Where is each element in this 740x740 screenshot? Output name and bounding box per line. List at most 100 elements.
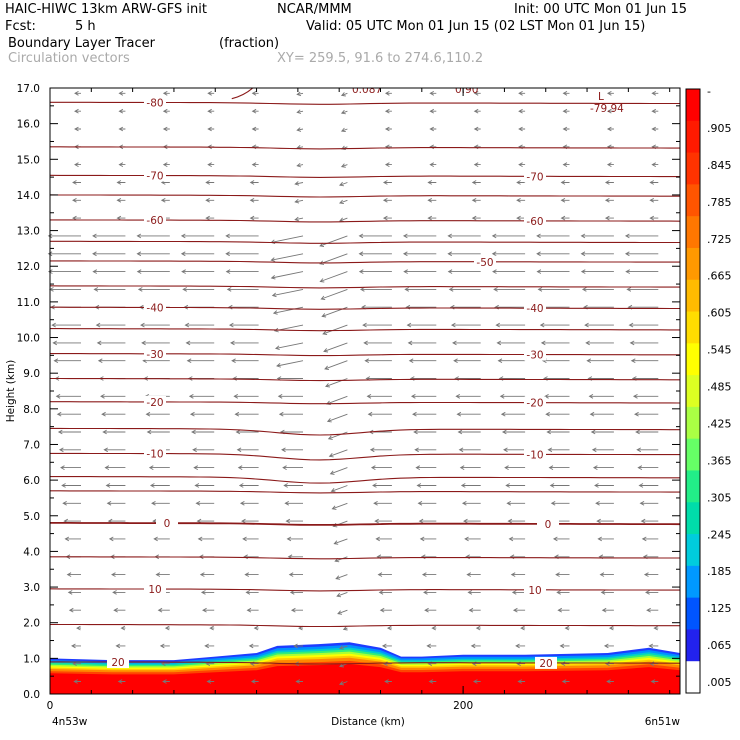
valid-time: Valid: 05 UTC Mon 01 Jun 15 (02 LST Mon … (306, 19, 646, 34)
vector-arrow (271, 288, 304, 298)
colorbar-label: .845 (707, 159, 732, 172)
vector-arrow (518, 162, 526, 167)
vector-arrow (325, 378, 348, 388)
vector-arrow (236, 447, 259, 453)
contour-label: -70 (146, 171, 163, 183)
vector-arrow (272, 306, 304, 315)
xy-coordinates: XY= 259.5, 91.6 to 274.6,110.2 (277, 51, 484, 66)
vector-arrow (560, 215, 570, 221)
vector-arrow (239, 501, 259, 506)
vector-arrow (491, 251, 526, 257)
vector-arrow (162, 108, 170, 114)
vector-arrow (115, 643, 126, 649)
vector-arrow (331, 502, 348, 510)
vector-arrow (359, 287, 392, 292)
vector-arrow (62, 501, 81, 506)
contour-label-bg (524, 583, 546, 596)
colorbar-label: - (707, 85, 711, 98)
vector-arrow (416, 483, 437, 488)
vector-arrow (204, 643, 215, 649)
vector-arrow (608, 625, 614, 631)
isotherm (50, 427, 680, 436)
vector-arrow (339, 199, 348, 205)
vector-arrow (473, 126, 481, 132)
vector-arrow (97, 358, 126, 363)
vector-arrow (67, 590, 81, 595)
contour-label: 0 (164, 518, 171, 530)
vector-arrow (468, 607, 481, 613)
vectors-label: Circulation vectors (8, 51, 130, 66)
colorbar-swatch (686, 311, 700, 344)
vector-arrow (473, 91, 481, 96)
vector-arrow (342, 626, 348, 631)
vector-arrow (625, 269, 659, 274)
vector-arrow (326, 413, 348, 423)
vector-arrow (340, 163, 348, 168)
vector-arrow (159, 643, 170, 649)
y-tick-label: 4.0 (23, 546, 40, 558)
colorbar-swatch (686, 120, 700, 154)
vector-arrow (382, 180, 392, 185)
colorbar-swatch (686, 375, 700, 408)
vector-arrow (106, 501, 126, 506)
vector-arrow (250, 679, 259, 684)
vector-arrow (495, 322, 526, 328)
vector-arrow (96, 340, 126, 346)
colorbar: - .905 .845 .785 .725 .665 .605 .545 .485 .425 .36… (685, 85, 732, 694)
field-units: (fraction) (219, 36, 280, 51)
org-label: NCAR/MMM (277, 2, 352, 17)
vector-arrow (604, 198, 614, 203)
vector-arrow (329, 467, 348, 475)
vector-arrow (49, 287, 81, 292)
colorbar-swatch (686, 184, 700, 217)
vector-arrow (47, 233, 81, 239)
vector-arrow (541, 358, 570, 363)
vector-arrow (186, 358, 215, 363)
vector-arrow (384, 162, 392, 167)
vector-arrow (447, 269, 481, 274)
vector-arrow (471, 198, 481, 203)
vector-arrow (517, 679, 526, 684)
vector-arrow (294, 216, 304, 222)
vector-arrow (459, 465, 481, 470)
vector-arrow (140, 322, 170, 328)
vector-arrow (456, 411, 481, 417)
vector-arrow (510, 572, 526, 577)
vector-arrow (562, 91, 570, 96)
vector-arrow (117, 679, 126, 684)
vector-arrow (182, 287, 215, 292)
vector-arrow (232, 376, 259, 381)
vector-arrow (95, 322, 126, 328)
vector-arrow (500, 411, 526, 417)
contour-label: -20 (526, 398, 543, 410)
vector-arrow (374, 518, 392, 524)
vector-arrow (427, 198, 437, 203)
vector-arrow (373, 501, 392, 506)
vector-arrow (506, 501, 526, 506)
vector-arrow (358, 251, 392, 257)
vector-arrow (160, 198, 170, 203)
vector-arrow (635, 429, 659, 435)
colorbar-swatch (686, 152, 700, 185)
vector-arrow (557, 607, 570, 613)
vector-arrow (149, 483, 170, 488)
vector-arrow (508, 536, 526, 542)
vector-arrow (288, 572, 303, 577)
vector-arrow (447, 251, 481, 257)
vector-arrow (384, 91, 392, 96)
vector-arrow (333, 538, 348, 545)
vector-arrow (605, 661, 614, 666)
vector-arrow (290, 607, 303, 613)
vector-arrow (550, 501, 570, 506)
vector-arrow (234, 411, 259, 417)
contour-label-bg (144, 169, 166, 182)
vector-arrow (580, 233, 614, 239)
vector-arrow (537, 287, 570, 292)
vector-arrow (66, 572, 81, 577)
vector-arrow (651, 91, 659, 96)
contour-label: -20 (146, 397, 163, 409)
vector-arrow (496, 340, 526, 346)
y-tick-label: 8.0 (23, 404, 40, 416)
vector-arrow (334, 556, 348, 563)
contour-label-bg (144, 447, 166, 460)
